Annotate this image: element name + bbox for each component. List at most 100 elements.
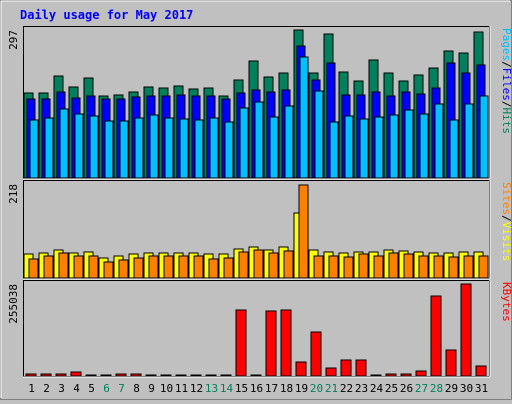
legend-entry: / bbox=[500, 101, 512, 108]
bar-pages-12 bbox=[194, 119, 204, 179]
bar-kbytes-7 bbox=[115, 373, 127, 377]
bar-kbytes-25 bbox=[385, 373, 397, 377]
bar-pages-2 bbox=[44, 117, 54, 179]
bar-kbytes-23 bbox=[355, 359, 367, 377]
bar-pages-22 bbox=[344, 115, 354, 179]
bar-kbytes-2 bbox=[40, 373, 52, 377]
bar-pages-23 bbox=[359, 118, 369, 179]
bar-pages-10 bbox=[164, 117, 174, 179]
x-tick-label-31: 31 bbox=[475, 382, 488, 395]
bar-sites-8 bbox=[133, 257, 144, 279]
bar-sites-1 bbox=[28, 258, 39, 279]
bar-sites-4 bbox=[73, 255, 84, 279]
bar-kbytes-15 bbox=[235, 309, 247, 377]
x-tick-label-25: 25 bbox=[385, 382, 398, 395]
bar-kbytes-3 bbox=[55, 373, 67, 377]
x-tick-label-6: 6 bbox=[103, 382, 110, 395]
bar-kbytes-9 bbox=[145, 374, 157, 377]
bar-kbytes-26 bbox=[400, 373, 412, 377]
panel-hits: 297 Pages/Files/Hits bbox=[7, 26, 512, 180]
bar-sites-29 bbox=[448, 256, 459, 279]
bar-kbytes-8 bbox=[130, 373, 142, 377]
bar-sites-24 bbox=[373, 255, 384, 279]
bar-pages-7 bbox=[119, 120, 129, 179]
legend-entry: Visits bbox=[500, 222, 512, 262]
legend-entry: Sites bbox=[500, 182, 512, 215]
bar-kbytes-19 bbox=[295, 361, 307, 377]
x-tick-label-23: 23 bbox=[355, 382, 368, 395]
x-tick-label-21: 21 bbox=[325, 382, 338, 395]
legend-entry: / bbox=[500, 215, 512, 222]
x-tick-label-28: 28 bbox=[430, 382, 443, 395]
bar-sites-5 bbox=[88, 255, 99, 279]
bar-sites-2 bbox=[43, 255, 54, 279]
bar-pages-13 bbox=[209, 117, 219, 179]
bar-pages-21 bbox=[329, 121, 339, 179]
panel-max-label-sites: 218 bbox=[7, 184, 20, 204]
bar-pages-6 bbox=[104, 120, 114, 179]
bar-sites-6 bbox=[103, 261, 114, 279]
bar-pages-8 bbox=[134, 117, 144, 179]
bar-pages-20 bbox=[314, 90, 324, 179]
bar-pages-1 bbox=[29, 119, 39, 179]
x-tick-label-3: 3 bbox=[58, 382, 65, 395]
x-tick-label-9: 9 bbox=[148, 382, 155, 395]
panel-legend-hits: Pages/Files/Hits bbox=[500, 28, 512, 134]
bar-sites-21 bbox=[328, 255, 339, 279]
bar-pages-30 bbox=[464, 103, 474, 179]
x-tick-label-17: 17 bbox=[265, 382, 278, 395]
bar-sites-31 bbox=[478, 255, 489, 279]
bar-pages-17 bbox=[269, 116, 279, 179]
bar-kbytes-31 bbox=[475, 365, 487, 377]
bar-sites-23 bbox=[358, 253, 369, 279]
bar-pages-4 bbox=[74, 113, 84, 179]
bar-pages-16 bbox=[254, 101, 264, 179]
bar-sites-30 bbox=[463, 255, 474, 279]
x-tick-label-8: 8 bbox=[133, 382, 140, 395]
x-tick-label-29: 29 bbox=[445, 382, 458, 395]
bar-kbytes-22 bbox=[340, 359, 352, 377]
bar-kbytes-21 bbox=[325, 367, 337, 377]
x-tick-label-19: 19 bbox=[295, 382, 308, 395]
x-tick-label-10: 10 bbox=[160, 382, 173, 395]
x-tick-label-15: 15 bbox=[235, 382, 248, 395]
chart-title: Daily usage for May 2017 bbox=[20, 8, 193, 22]
panel-max-label-kbytes: 255038 bbox=[7, 284, 20, 324]
bar-pages-29 bbox=[449, 119, 459, 179]
x-tick-label-14: 14 bbox=[220, 382, 234, 395]
bar-kbytes-16 bbox=[250, 374, 262, 377]
bar-kbytes-6 bbox=[100, 374, 112, 377]
bar-pages-3 bbox=[59, 108, 69, 179]
x-tick-label-2: 2 bbox=[43, 382, 50, 395]
panel-sites: 218 Sites/Visits bbox=[7, 180, 512, 280]
bar-sites-25 bbox=[388, 252, 399, 279]
bar-kbytes-5 bbox=[85, 374, 97, 377]
bar-sites-14 bbox=[223, 257, 234, 279]
bar-sites-15 bbox=[238, 251, 249, 279]
bar-sites-3 bbox=[58, 252, 69, 279]
bar-sites-17 bbox=[268, 252, 279, 279]
bar-kbytes-17 bbox=[265, 310, 277, 377]
bar-kbytes-1 bbox=[25, 373, 37, 377]
x-tick-label-4: 4 bbox=[73, 382, 80, 395]
bar-kbytes-10 bbox=[160, 374, 172, 377]
bar-pages-27 bbox=[419, 113, 429, 179]
bar-pages-19 bbox=[299, 56, 309, 179]
x-tick-label-16: 16 bbox=[250, 382, 263, 395]
bar-kbytes-12 bbox=[190, 374, 202, 377]
legend-entry: Pages bbox=[500, 28, 512, 61]
x-tick-label-20: 20 bbox=[310, 382, 323, 395]
bar-sites-27 bbox=[418, 255, 429, 279]
bar-kbytes-14 bbox=[220, 374, 232, 377]
bar-sites-22 bbox=[343, 256, 354, 279]
bar-pages-26 bbox=[404, 109, 414, 179]
bar-pages-18 bbox=[284, 105, 294, 179]
panel-legend-sites: Sites/Visits bbox=[500, 182, 512, 262]
x-tick-label-27: 27 bbox=[415, 382, 428, 395]
x-tick-label-26: 26 bbox=[400, 382, 413, 395]
panel-legend-kbytes: KBytes bbox=[500, 282, 512, 322]
bar-sites-28 bbox=[433, 255, 444, 279]
x-tick-label-11: 11 bbox=[175, 382, 188, 395]
